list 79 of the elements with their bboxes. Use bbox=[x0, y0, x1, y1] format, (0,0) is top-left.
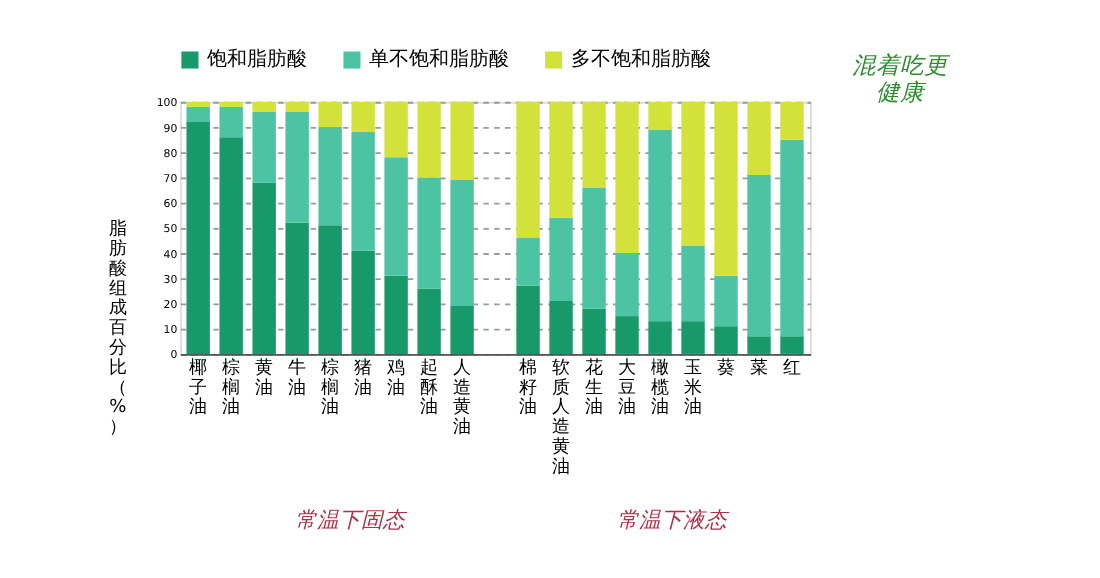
bar bbox=[714, 101, 738, 276]
bar bbox=[351, 132, 375, 251]
bar bbox=[252, 111, 276, 183]
text: 脂肪酸组成百分比（%） bbox=[108, 220, 127, 439]
bar bbox=[780, 139, 804, 337]
x-tick-label: 人造黄油 bbox=[453, 356, 472, 439]
x-tick-label: 菜 bbox=[750, 356, 769, 379]
bar bbox=[351, 101, 375, 133]
bar bbox=[549, 217, 573, 301]
x-tick-label: 椰子油 bbox=[189, 356, 208, 419]
x-tick-label: 软质人造黄油 bbox=[552, 356, 571, 478]
bar bbox=[252, 182, 276, 354]
x-tick-label: 棕榈油 bbox=[222, 356, 241, 419]
x-tick-label: 橄榄油 bbox=[651, 356, 670, 419]
legend-label: 单不饱和脂肪酸 bbox=[369, 47, 510, 72]
bar bbox=[582, 187, 606, 309]
bar bbox=[186, 101, 210, 107]
bar bbox=[648, 321, 672, 354]
x-tick-label: 牛油 bbox=[288, 356, 307, 399]
bar bbox=[747, 174, 771, 337]
bar bbox=[615, 316, 639, 354]
bar bbox=[516, 285, 540, 354]
bar bbox=[747, 336, 771, 354]
bar bbox=[384, 157, 408, 276]
x-tick-label: 猪油 bbox=[354, 356, 373, 399]
text: 常温下液态 bbox=[616, 506, 731, 533]
bar bbox=[285, 101, 309, 112]
bar bbox=[549, 300, 573, 354]
x-tick-label: 棉籽油 bbox=[519, 356, 538, 419]
bar bbox=[582, 101, 606, 188]
bar bbox=[714, 326, 738, 354]
bar bbox=[648, 101, 672, 130]
bar bbox=[681, 245, 705, 322]
bar bbox=[384, 275, 408, 354]
bar bbox=[417, 101, 441, 178]
bar bbox=[417, 177, 441, 289]
bar bbox=[318, 101, 342, 128]
text: 混着吃更健康 bbox=[852, 51, 953, 107]
x-tick-label: 起酥油 bbox=[420, 356, 439, 419]
bar bbox=[384, 101, 408, 158]
bar bbox=[615, 101, 639, 254]
x-tick-label: 鸡油 bbox=[385, 356, 406, 399]
bar bbox=[252, 101, 276, 112]
bar bbox=[516, 237, 540, 286]
x-tick-label: 花生油 bbox=[585, 356, 604, 419]
x-tick-label: 棕榈油 bbox=[321, 356, 340, 419]
bar bbox=[219, 106, 243, 138]
bar bbox=[516, 101, 540, 238]
x-tick-label: 黄油 bbox=[255, 356, 274, 399]
bar bbox=[780, 101, 804, 140]
bar bbox=[648, 129, 672, 322]
x-tick-label: 红 bbox=[783, 356, 801, 379]
text: 常温下固态 bbox=[295, 506, 410, 533]
bar bbox=[186, 122, 210, 354]
x-tick-label: 葵 bbox=[717, 356, 736, 379]
x-tick-label: 玉米油 bbox=[684, 358, 703, 419]
bar bbox=[219, 101, 243, 107]
bar bbox=[318, 225, 342, 354]
bar bbox=[450, 306, 474, 354]
bar bbox=[219, 137, 243, 354]
legend-label: 饱和脂肪酸 bbox=[205, 47, 308, 72]
bar bbox=[318, 127, 342, 226]
bar bbox=[186, 106, 210, 123]
bar bbox=[285, 111, 309, 223]
bar bbox=[747, 101, 771, 175]
bar bbox=[417, 288, 441, 354]
bar bbox=[450, 101, 474, 180]
bar bbox=[681, 321, 705, 354]
bar bbox=[714, 275, 738, 327]
bar bbox=[450, 180, 474, 307]
bar bbox=[351, 250, 375, 354]
bar bbox=[549, 101, 573, 218]
bar bbox=[285, 222, 309, 354]
bar bbox=[681, 101, 705, 246]
bar bbox=[780, 336, 804, 354]
x-tick-label: 大豆油 bbox=[618, 356, 637, 419]
bar bbox=[582, 308, 606, 354]
legend-label: 多不饱和脂肪酸 bbox=[570, 47, 711, 72]
bar bbox=[615, 253, 639, 317]
